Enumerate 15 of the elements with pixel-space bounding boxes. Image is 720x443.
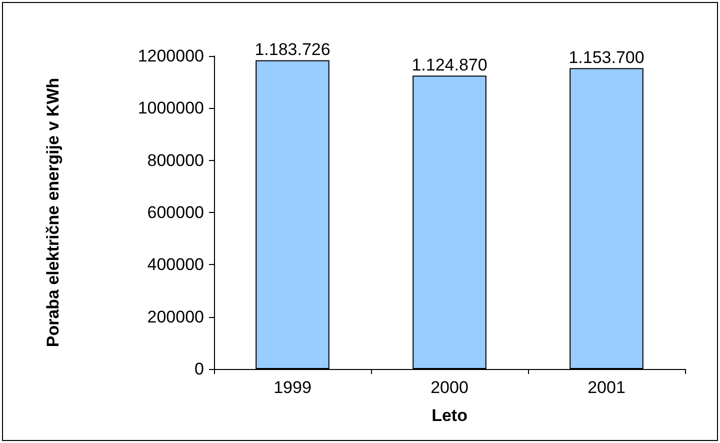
x-tick-label: 1999 (274, 378, 312, 397)
x-tick-label: 2000 (430, 378, 468, 397)
y-tick-label: 1000000 (138, 98, 204, 118)
data-label: 1.124.870 (412, 56, 488, 75)
y-tick-label: 600000 (147, 203, 204, 222)
y-tick-label: 1200000 (138, 46, 204, 66)
y-tick-label: 200000 (147, 307, 204, 326)
y-tick-label: 400000 (147, 255, 204, 274)
y-tick-label: 800000 (147, 150, 204, 170)
x-axis-title: Leto (432, 406, 468, 425)
x-tick-label: 2001 (588, 378, 626, 397)
data-label: 1.153.700 (568, 48, 644, 68)
y-tick-label: 0 (194, 360, 204, 378)
data-label: 1.183.726 (254, 40, 330, 60)
y-axis-title: Poraba električne energije v KWh (44, 78, 62, 348)
